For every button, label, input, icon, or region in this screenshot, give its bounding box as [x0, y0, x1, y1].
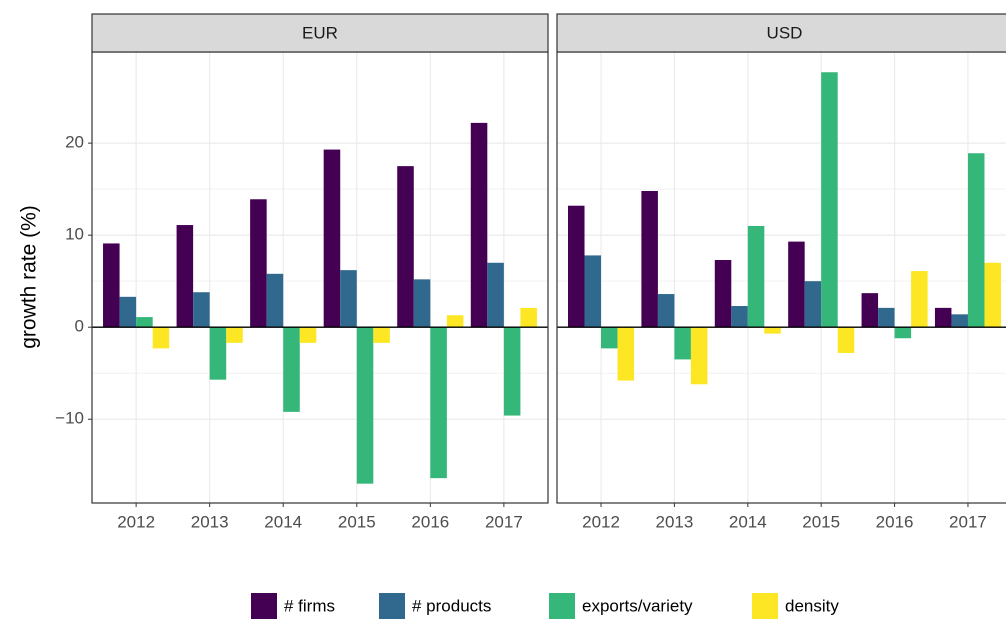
- bar: [176, 225, 194, 328]
- bar: [340, 270, 357, 328]
- y-tick-label: 10: [65, 225, 84, 244]
- bar: [747, 225, 765, 328]
- bar: [878, 307, 895, 328]
- bar: [821, 72, 838, 328]
- x-tick-label: 2017: [949, 512, 987, 531]
- x-tick-label: 2016: [411, 512, 449, 531]
- bar: [641, 190, 658, 328]
- x-tick-label: 2015: [802, 512, 840, 531]
- bar: [861, 293, 879, 328]
- legend-key: [549, 593, 575, 619]
- bar: [788, 241, 805, 328]
- bar: [617, 327, 635, 381]
- legend-label: # products: [412, 596, 491, 615]
- bar: [520, 307, 537, 328]
- bar: [136, 317, 153, 328]
- bar: [373, 327, 390, 343]
- legend-key: [379, 593, 405, 619]
- x-tick-label: 2013: [191, 512, 229, 531]
- bar: [690, 327, 708, 385]
- bar: [487, 262, 504, 328]
- bar: [601, 327, 618, 349]
- bar: [674, 327, 691, 360]
- bar: [984, 262, 1001, 328]
- bar: [568, 205, 585, 328]
- x-tick-label: 2014: [729, 512, 767, 531]
- bar: [967, 153, 985, 328]
- bar: [804, 281, 822, 328]
- bar: [837, 327, 855, 353]
- legend-key: [251, 593, 277, 619]
- bar: [731, 306, 748, 328]
- bar: [657, 294, 675, 328]
- legend-label: exports/variety: [582, 596, 693, 615]
- bar: [764, 327, 781, 334]
- strip: [556, 13, 1006, 53]
- x-tick-label: 2012: [117, 512, 155, 531]
- bar: [894, 327, 912, 339]
- bar: [714, 260, 732, 328]
- bar: [152, 327, 170, 349]
- bar: [356, 327, 374, 484]
- y-tick-label: 0: [75, 317, 84, 336]
- x-tick-label: 2016: [876, 512, 914, 531]
- bar: [209, 327, 227, 380]
- bar: [951, 314, 968, 328]
- x-tick-label: 2013: [656, 512, 694, 531]
- bar: [323, 149, 341, 328]
- bar: [193, 292, 210, 328]
- bar: [250, 199, 267, 328]
- y-tick-label: −10: [55, 409, 84, 428]
- bar: [103, 243, 120, 328]
- x-tick-label: 2017: [485, 512, 523, 531]
- legend-label: # firms: [284, 596, 335, 615]
- bar: [413, 279, 431, 328]
- strip-label: EUR: [302, 23, 338, 42]
- bar: [470, 122, 488, 328]
- bar: [584, 255, 602, 328]
- panel-background: [557, 52, 1006, 503]
- bar: [266, 273, 284, 328]
- x-tick-label: 2012: [582, 512, 620, 531]
- bar: [503, 327, 521, 416]
- x-tick-label: 2015: [338, 512, 376, 531]
- legend-key: [752, 593, 778, 619]
- bar: [911, 271, 928, 328]
- bar: [299, 327, 317, 343]
- bar: [397, 166, 414, 328]
- strip: [91, 13, 549, 53]
- bar: [446, 315, 464, 328]
- bar: [934, 307, 952, 328]
- x-tick-label: 2014: [264, 512, 302, 531]
- strip-label: USD: [767, 23, 803, 42]
- bar: [430, 327, 447, 479]
- bar: [226, 327, 243, 343]
- bar: [283, 327, 300, 412]
- legend-label: density: [785, 596, 839, 615]
- bar: [119, 296, 137, 328]
- y-tick-label: 20: [65, 133, 84, 152]
- y-axis-title: growth rate (%): [18, 205, 41, 349]
